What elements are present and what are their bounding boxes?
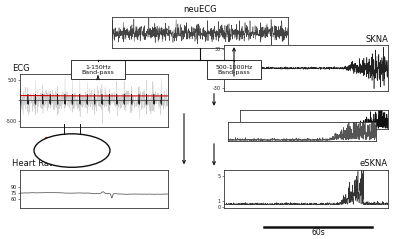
Text: SKNA: SKNA (365, 35, 388, 44)
Text: 60s: 60s (311, 228, 325, 237)
Text: 1-150Hz
Band-pass: 1-150Hz Band-pass (82, 65, 114, 75)
Text: eSKNA: eSKNA (360, 159, 388, 168)
Text: neuECG: neuECG (183, 5, 217, 14)
Text: Heart Rate: Heart Rate (12, 159, 58, 168)
Text: 500-1000Hz
Band-pass: 500-1000Hz Band-pass (215, 65, 253, 75)
Text: ECG: ECG (12, 64, 30, 73)
